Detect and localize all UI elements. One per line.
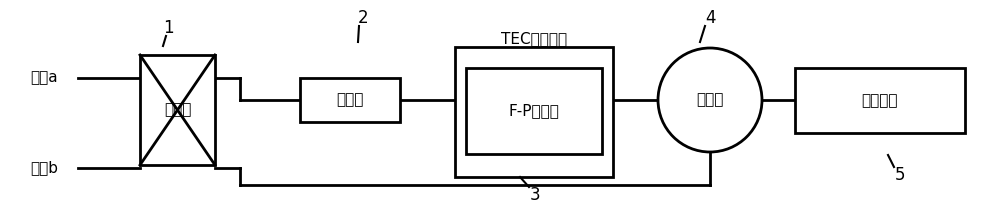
Bar <box>140 55 215 165</box>
Bar <box>455 47 613 177</box>
Circle shape <box>658 48 762 152</box>
Text: 3: 3 <box>530 186 540 204</box>
Text: 4: 4 <box>705 9 715 27</box>
Text: TEC温度控制: TEC温度控制 <box>501 31 567 47</box>
Text: 耦合器: 耦合器 <box>164 103 191 118</box>
Text: 隔离器: 隔离器 <box>336 93 364 107</box>
Bar <box>300 78 400 122</box>
Text: 反射负载: 反射负载 <box>862 93 898 108</box>
Text: 2: 2 <box>358 9 368 27</box>
Bar <box>466 68 602 154</box>
Text: 端口b: 端口b <box>30 161 58 176</box>
Text: 1: 1 <box>163 19 173 37</box>
Text: 端口a: 端口a <box>30 70 58 85</box>
Text: 环形器: 环形器 <box>696 93 724 107</box>
Text: F-P标准具: F-P标准具 <box>509 103 559 118</box>
Text: 5: 5 <box>895 166 905 184</box>
Bar <box>795 68 965 133</box>
